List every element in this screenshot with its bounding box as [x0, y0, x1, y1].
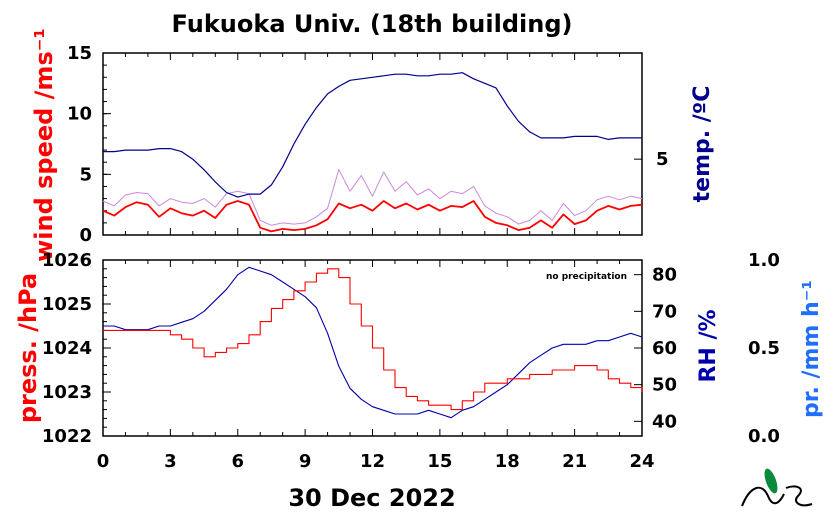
precip-y-tick-label: 0.0	[748, 426, 780, 447]
wind-gust-line	[102, 169, 643, 226]
x-tick-label: 24	[629, 451, 654, 472]
logo-leaf	[764, 468, 778, 494]
tick-labels: 0 3 6 9 12 15 18 21 24 0 5 10 15 5 1022 1023 1024 1025 102…	[42, 43, 780, 472]
bottom-panel-series	[103, 266, 643, 419]
x-tick-label: 15	[427, 451, 452, 472]
precip-y-tick-label: 1.0	[748, 250, 780, 271]
temp-axis-label: temp. /ºC	[690, 86, 715, 203]
rh-y-tick-label: 70	[652, 301, 677, 322]
pressure-y-tick-label: 1022	[42, 426, 92, 447]
wind-y-tick-label: 15	[67, 43, 92, 64]
pressure-y-tick-label: 1024	[42, 338, 92, 359]
x-tick-label: 0	[97, 451, 110, 472]
logo-swoosh	[741, 485, 813, 507]
chart-title: Fukuoka Univ. (18th building)	[172, 10, 573, 38]
x-tick-label: 6	[231, 451, 244, 472]
temp-y-tick-label: 5	[656, 149, 669, 170]
wind-y-tick-label: 0	[79, 225, 92, 246]
date-label: 30 Dec 2022	[288, 484, 455, 512]
wind-axis-label: wind speed /ms⁻¹	[30, 28, 58, 262]
rh-axis-label: RH /%	[696, 309, 721, 382]
x-tick-label: 3	[164, 451, 177, 472]
pressure-line	[103, 268, 643, 411]
x-tick-label: 9	[299, 451, 312, 472]
no-precipitation-note: no precipitation	[546, 272, 627, 282]
rh-y-tick-label: 80	[652, 265, 677, 286]
x-tick-label: 21	[562, 451, 587, 472]
pressure-y-tick-label: 1023	[42, 382, 92, 403]
pressure-y-tick-label: 1025	[42, 294, 92, 315]
pressure-axis-label: press. /hPa	[14, 273, 42, 423]
temperature-line	[103, 72, 642, 198]
humidity-line	[103, 266, 643, 419]
precip-y-tick-label: 0.5	[748, 338, 780, 359]
precip-axis-label: pr. /mm h⁻¹	[799, 280, 824, 418]
rh-y-tick-label: 50	[652, 375, 677, 396]
x-tick-label: 12	[360, 451, 385, 472]
wind-y-tick-label: 10	[67, 104, 92, 125]
rh-y-tick-label: 40	[652, 411, 677, 432]
pressure-y-tick-label: 1026	[42, 250, 92, 271]
wind-speed-line	[102, 200, 643, 233]
mes-logo	[741, 468, 813, 507]
x-tick-label: 18	[495, 451, 520, 472]
top-panel-series	[102, 72, 643, 233]
wind-y-tick-label: 5	[79, 164, 92, 185]
rh-y-tick-label: 60	[652, 338, 677, 359]
